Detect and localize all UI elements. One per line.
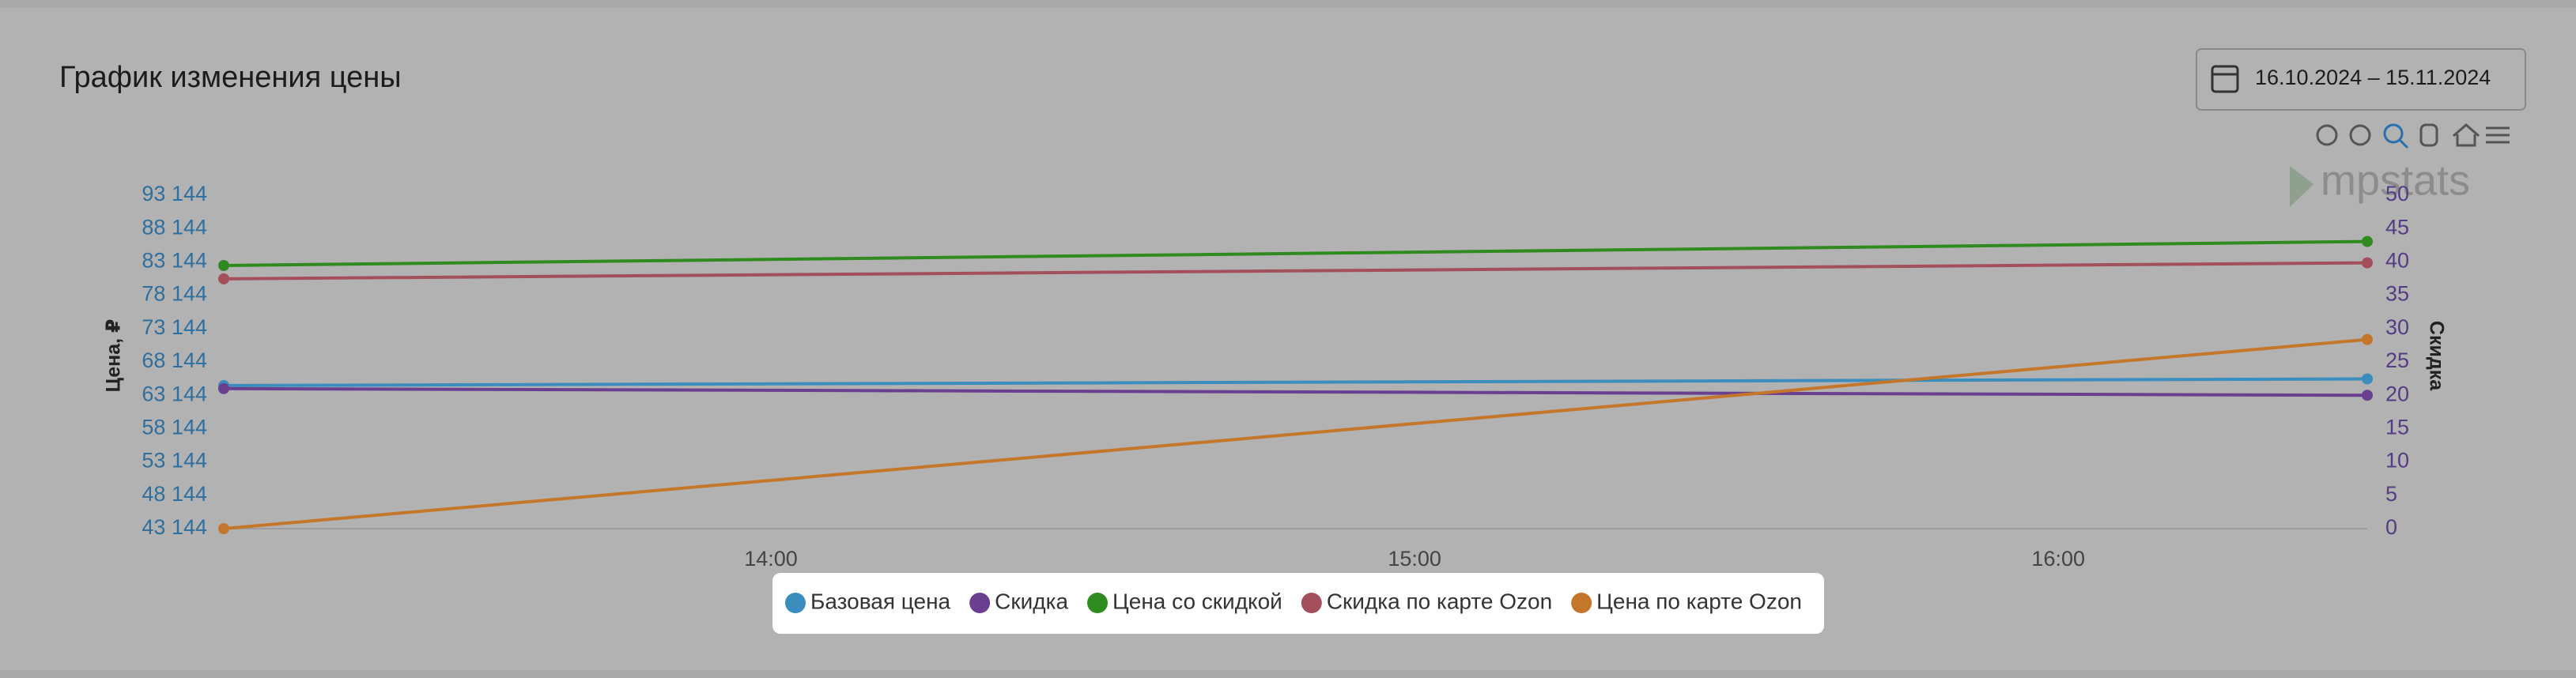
reset[interactable] <box>2453 123 2480 147</box>
legend-marker[interactable] <box>969 593 991 613</box>
data-point <box>2362 373 2373 385</box>
y2-tick-label: 10 <box>2385 449 2409 473</box>
logo-text: mpstats <box>2321 156 2470 204</box>
date-box[interactable] <box>2196 48 2526 111</box>
pan[interactable] <box>2419 123 2438 147</box>
x-tick-label: 14:00 <box>744 547 798 571</box>
y-tick-label: 83 144 <box>142 249 207 273</box>
legend-marker[interactable] <box>1301 593 1322 613</box>
data-point <box>2362 235 2373 247</box>
menu[interactable] <box>2486 126 2510 144</box>
x-tick-label: 16:00 <box>2031 547 2085 571</box>
logo-mark <box>2290 166 2313 207</box>
data-point <box>218 259 229 271</box>
legend-marker[interactable] <box>1571 593 1592 613</box>
series-line <box>223 337 2368 530</box>
y2-tick-label: 0 <box>2385 515 2397 539</box>
y-tick-label: 93 144 <box>142 182 207 205</box>
data-point <box>2362 390 2373 401</box>
series-line <box>223 377 2368 387</box>
y-tick-label: 53 144 <box>142 449 207 473</box>
legend-label[interactable]: Скидка по карте Ozon <box>1327 589 1552 613</box>
data-point <box>218 273 229 284</box>
legend-label[interactable]: Скидка <box>995 589 1068 613</box>
y2-tick-label: 15 <box>2385 416 2409 439</box>
top-strip <box>0 0 2576 8</box>
data-point <box>218 382 229 394</box>
y-tick-label: 68 144 <box>142 348 207 372</box>
y-tick-label: 63 144 <box>142 382 207 405</box>
series-line <box>223 386 2368 397</box>
chart-title: График изменения цены <box>59 61 402 94</box>
date-range[interactable]: 16.10.2024 – 15.11.2024 <box>2255 66 2491 89</box>
data-point <box>218 523 229 534</box>
y2-tick-label: 35 <box>2385 282 2409 306</box>
y-tick-label: 58 144 <box>142 416 207 439</box>
y2-tick-label: 50 <box>2385 182 2409 205</box>
series-line <box>223 239 2368 267</box>
legend-marker[interactable] <box>1087 593 1109 613</box>
logo: mpstats <box>2290 156 2470 207</box>
y2-tick-label: 5 <box>2385 482 2397 506</box>
legend-label[interactable]: Цена со скидкой <box>1112 589 1282 613</box>
y2-axis-title: Скидка <box>2425 321 2447 391</box>
y-tick-label: 43 144 <box>142 515 207 539</box>
bottom-strip <box>0 670 2576 678</box>
series-line <box>223 261 2368 281</box>
y-tick-label: 88 144 <box>142 215 207 239</box>
x-tick-label: 15:00 <box>1388 547 1441 571</box>
zoom-in[interactable] <box>2316 124 2338 146</box>
calendar-icon <box>2211 65 2239 93</box>
data-point <box>2362 333 2373 345</box>
y-tick-label: 48 144 <box>142 482 207 506</box>
y2-tick-label: 20 <box>2385 382 2409 405</box>
y2-tick-label: 45 <box>2385 215 2409 239</box>
selection-zoom-handle <box>2398 138 2409 149</box>
legend-label[interactable]: Цена по карте Ozon <box>1596 589 1802 613</box>
legend-marker[interactable] <box>785 593 806 613</box>
date-picker[interactable]: 16.10.2024 – 15.11.2024 <box>2196 48 2526 111</box>
toolbar <box>2316 123 2510 149</box>
y2-tick-label: 25 <box>2385 348 2409 372</box>
selection-zoom[interactable] <box>2383 123 2404 144</box>
y2-tick-label: 40 <box>2385 249 2409 273</box>
legend: Базовая цена Скидка Цена со скидкой Скидка … <box>772 573 1824 634</box>
y-axis-title: Цена, ₽ <box>103 319 125 393</box>
y-tick-label: 78 144 <box>142 282 207 306</box>
y-tick-label: 73 144 <box>142 315 207 339</box>
data-point <box>2362 257 2373 269</box>
zoom-out[interactable] <box>2349 124 2371 146</box>
legend-box <box>772 573 1824 634</box>
legend-label[interactable]: Базовая цена <box>810 589 951 613</box>
y2-tick-label: 30 <box>2385 315 2409 339</box>
